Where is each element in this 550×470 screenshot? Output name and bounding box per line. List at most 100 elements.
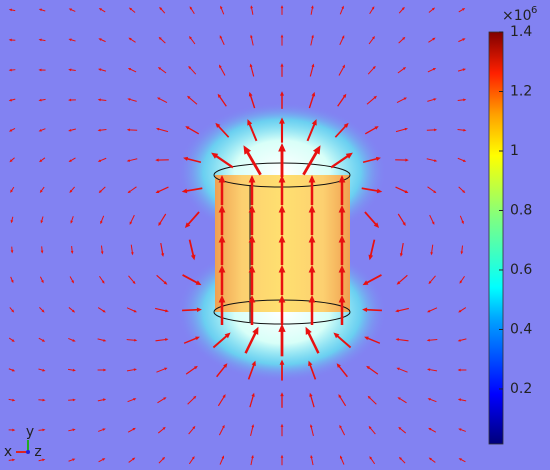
arrow-head	[367, 395, 371, 399]
axis-label-y: y	[26, 424, 34, 440]
arrow-head	[157, 97, 161, 101]
z-axis-dot	[26, 450, 30, 454]
arrow-head	[457, 368, 461, 372]
arrow-head	[219, 35, 223, 39]
arrow-shaft	[128, 275, 135, 283]
arrow-head	[41, 279, 44, 284]
arrow-head	[158, 222, 162, 227]
arrow-shaft	[370, 457, 376, 465]
colorbar-tick-label: 1.4	[510, 24, 532, 40]
arrow-head	[11, 309, 15, 313]
arrow-head	[461, 8, 466, 11]
arrow-head	[404, 190, 409, 193]
arrow-head	[362, 280, 369, 286]
arrow-head	[211, 152, 219, 159]
arrow-shaft	[69, 276, 74, 282]
arrow-shaft	[369, 239, 376, 257]
arrow-shaft	[187, 211, 200, 226]
arrow-head	[458, 458, 462, 461]
arrow-shaft	[8, 398, 14, 401]
arrow-head	[41, 339, 46, 342]
arrow-head	[10, 189, 13, 193]
arrow-shaft	[249, 94, 256, 109]
arrow-shaft	[367, 67, 375, 75]
arrow-shaft	[40, 157, 46, 162]
arrow-head	[12, 428, 16, 432]
arrow-shaft	[219, 457, 224, 465]
arrow-shaft	[127, 398, 135, 403]
arrow-head	[251, 360, 256, 367]
arrow-head	[278, 265, 286, 273]
arrow-head	[196, 307, 202, 312]
arrow-shaft	[460, 428, 466, 432]
arrow-head	[155, 190, 160, 193]
arrow-head	[10, 220, 14, 224]
arrow-head	[40, 250, 44, 254]
arrow-head	[280, 454, 284, 458]
arrow-head	[127, 190, 131, 194]
arrow-shaft	[157, 398, 165, 404]
arrow-head	[397, 397, 401, 400]
arrow-shaft	[362, 157, 378, 163]
arrow-shaft	[427, 98, 435, 102]
arrow-shaft	[156, 368, 166, 373]
arrow-head	[279, 117, 285, 124]
arrow-shaft	[188, 457, 194, 465]
arrow-head	[432, 37, 436, 41]
arrow-shaft	[427, 68, 435, 73]
arrow-shaft	[8, 459, 13, 461]
arrow-head	[308, 265, 316, 273]
arrow-head	[369, 456, 373, 460]
arrow-head	[462, 38, 466, 41]
colorbar-tick-label: 0.4	[510, 321, 532, 337]
arrow-head	[12, 398, 16, 402]
arrow-shaft	[183, 337, 197, 344]
arrow-head	[218, 205, 226, 213]
arrow-shaft	[431, 244, 434, 254]
arrow-shaft	[397, 68, 405, 74]
arrow-head	[249, 63, 253, 68]
arrow-head	[42, 368, 46, 372]
arrow-head	[98, 190, 102, 194]
arrow-head	[163, 397, 167, 400]
arrow-head	[103, 339, 107, 342]
arrow-shaft	[11, 9, 16, 12]
arrow-shaft	[188, 97, 198, 105]
arrow-head	[184, 222, 191, 229]
arrow-head	[404, 127, 408, 131]
arrow-head	[222, 394, 226, 398]
arrow-head	[39, 159, 43, 163]
arrow-shaft	[70, 157, 76, 162]
arrow-head	[459, 280, 463, 284]
arrow-head	[100, 251, 104, 255]
arrow-head	[126, 159, 130, 162]
arrow-head	[311, 63, 315, 68]
arrow-head	[428, 281, 432, 285]
arrow-head	[252, 326, 259, 335]
arrow-shaft	[338, 365, 348, 378]
arrow-shaft	[40, 9, 46, 12]
arrow-head	[433, 98, 437, 101]
arrow-head	[395, 309, 399, 313]
arrow-head	[251, 392, 255, 397]
arrow-shaft	[458, 8, 464, 13]
arrow-shaft	[364, 127, 377, 135]
arrow-shaft	[130, 8, 136, 13]
arrow-head	[462, 190, 466, 194]
arrow-head	[218, 64, 222, 68]
arrow-head	[133, 309, 137, 313]
arrow-shaft	[98, 458, 104, 463]
arrow-shaft	[212, 334, 228, 349]
arrow-shaft	[336, 334, 352, 349]
arrow-head	[310, 454, 313, 459]
arrow-head	[372, 65, 376, 69]
arrow-head	[156, 127, 160, 131]
arrow-head	[371, 6, 375, 10]
colorbar: ×10 6 0.2 0.4 0.6 0.8 1 1.2 1.4	[488, 5, 537, 445]
arrow-shaft	[251, 7, 254, 15]
arrow-head	[251, 424, 255, 428]
arrow-shaft	[429, 369, 438, 372]
arrow-shaft	[68, 338, 74, 342]
arrow-head	[100, 220, 103, 225]
